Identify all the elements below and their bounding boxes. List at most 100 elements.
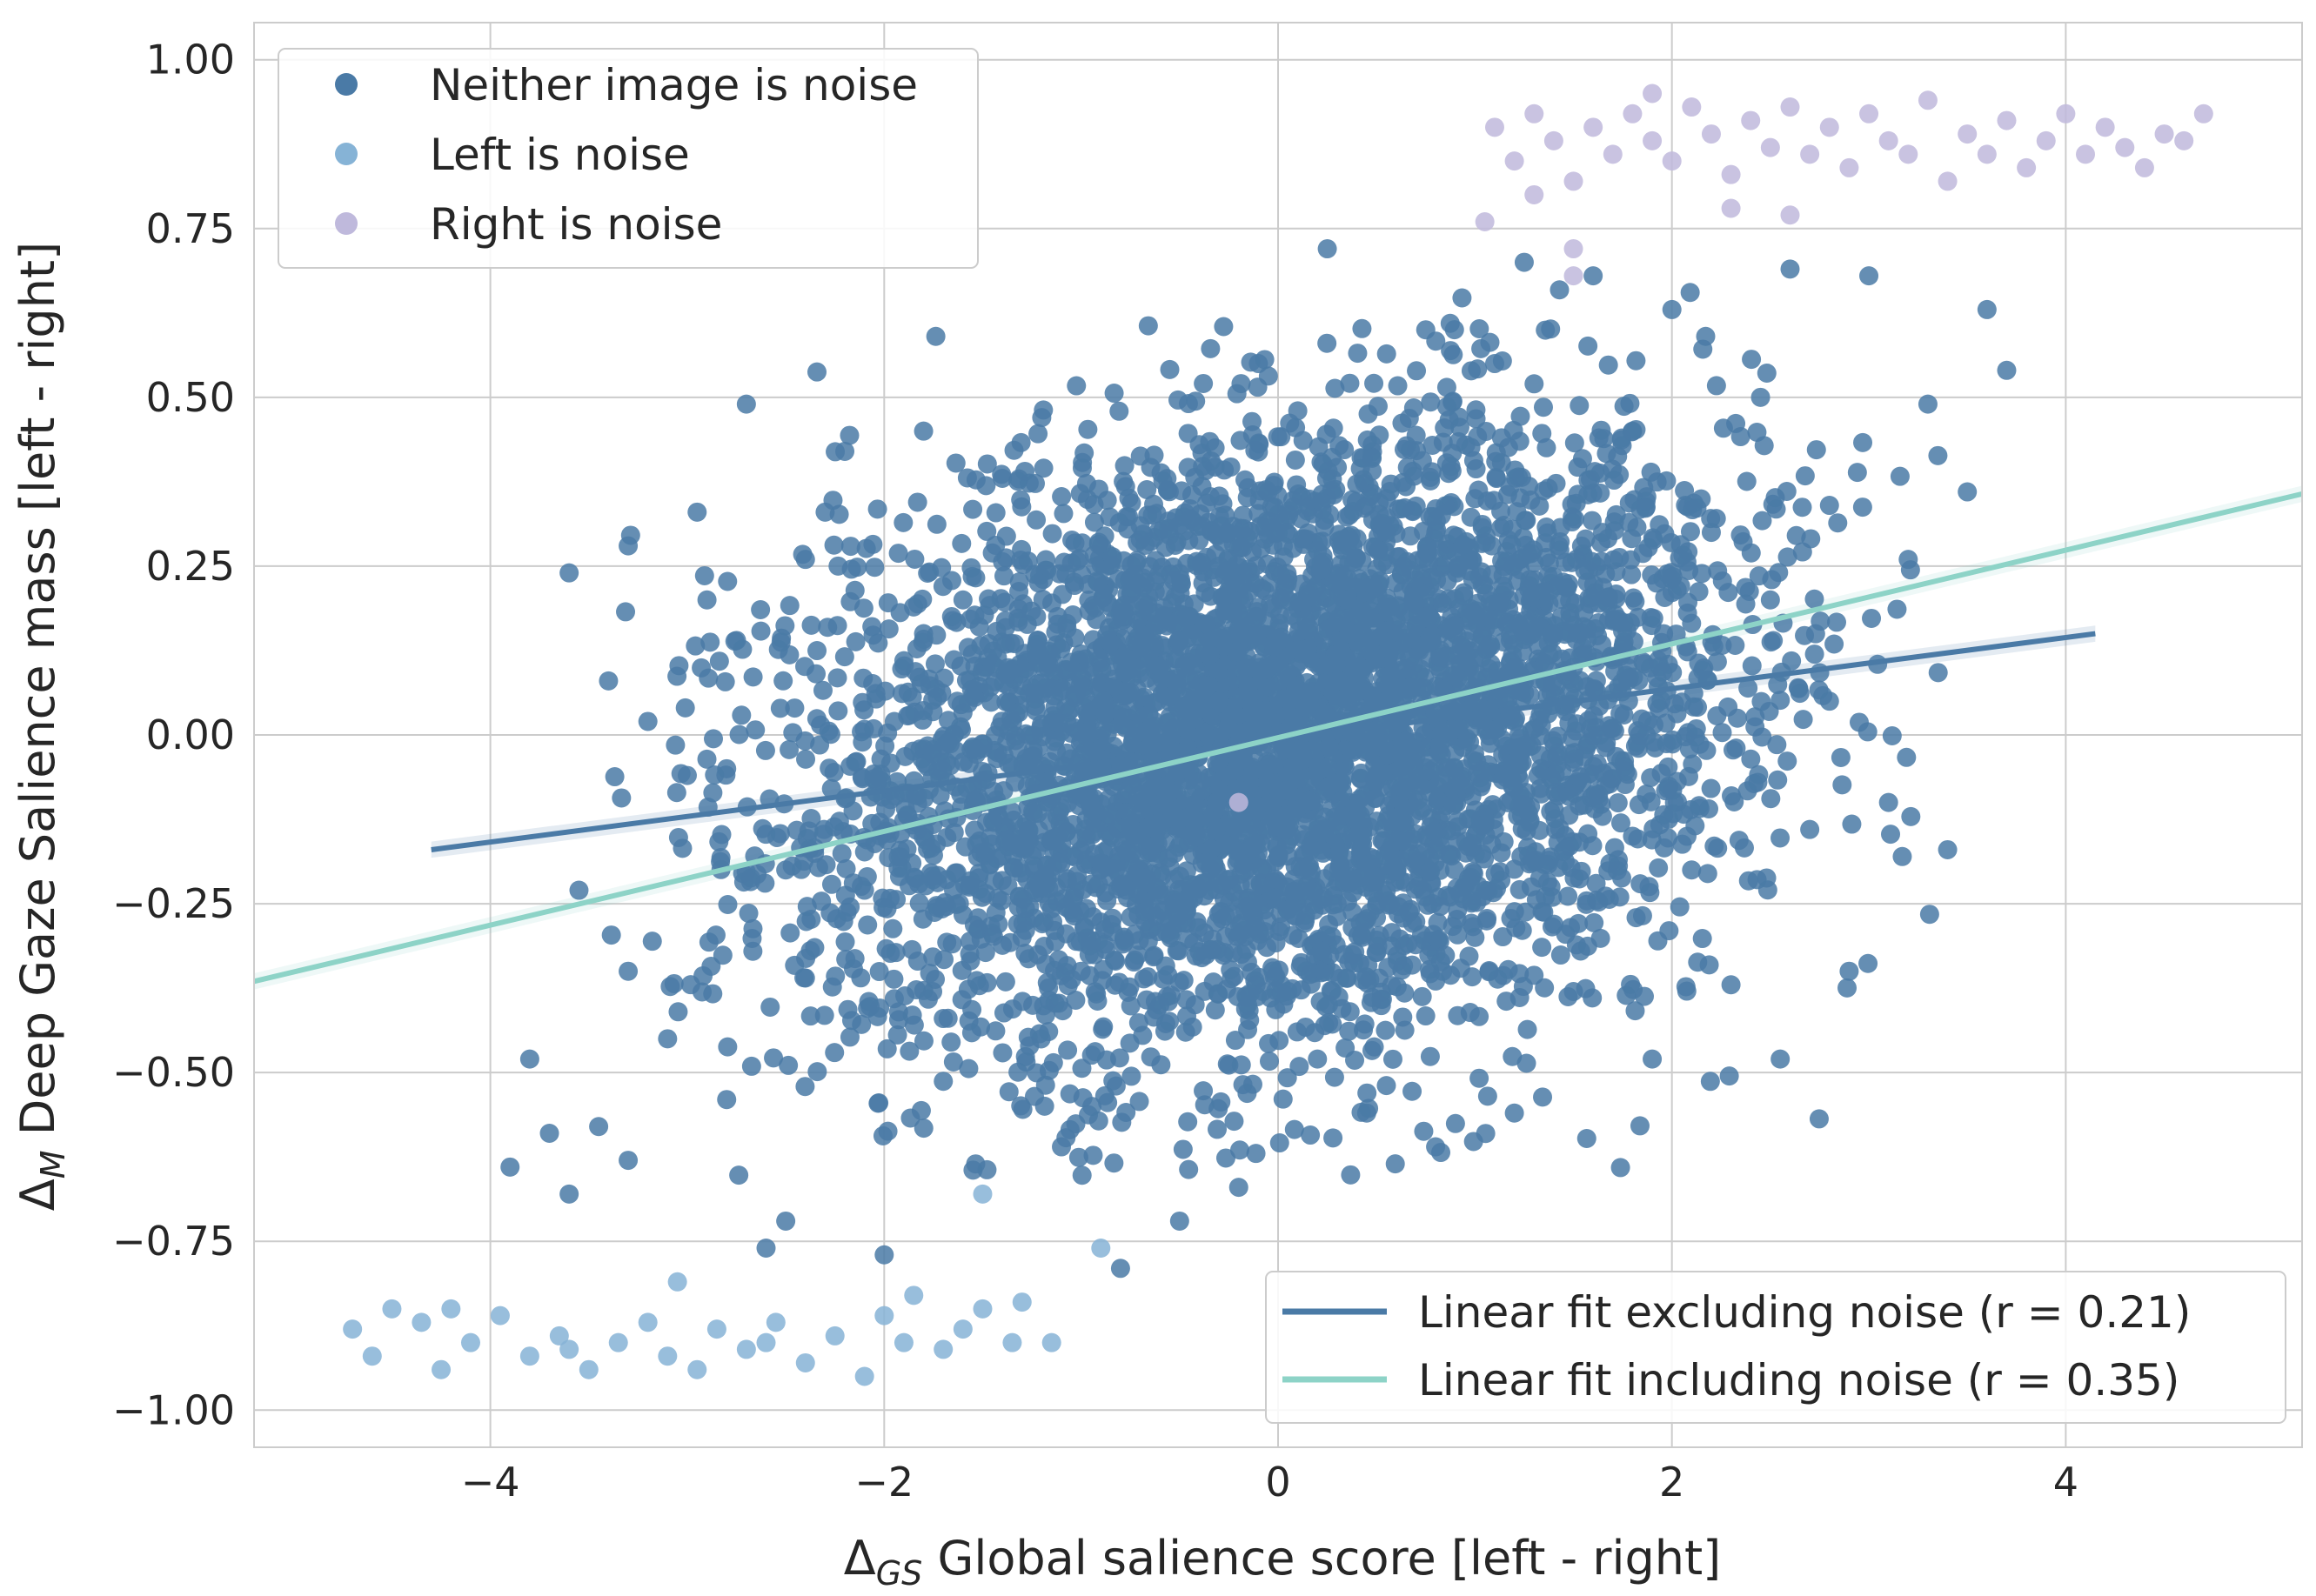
scatter-point <box>1242 425 1262 445</box>
scatter-point <box>840 537 860 557</box>
scatter-point <box>1299 623 1319 643</box>
scatter-point <box>732 705 752 725</box>
scatter-point <box>1468 359 1488 379</box>
scatter-point <box>980 596 1000 616</box>
scatter-point <box>1083 1145 1103 1165</box>
scatter-point <box>1662 563 1682 583</box>
scatter-point <box>1129 1092 1149 1112</box>
scatter-point <box>1073 880 1093 900</box>
scatter-point <box>923 947 943 967</box>
scatter-point <box>904 1015 924 1035</box>
scatter-point <box>755 873 775 893</box>
scatter-point <box>1319 914 1339 934</box>
scatter-point <box>1795 466 1815 486</box>
scatter-point <box>660 977 680 997</box>
scatter-point <box>1626 351 1646 371</box>
scatter-point <box>1362 537 1382 557</box>
scatter-point <box>1466 400 1486 420</box>
scatter-point <box>1072 1058 1092 1078</box>
scatter-point <box>1376 344 1396 364</box>
scatter-point <box>1770 828 1791 848</box>
scatter-point <box>1054 504 1074 524</box>
scatter-point <box>1549 536 1569 556</box>
scatter-point <box>1366 789 1386 809</box>
scatter-point <box>1544 799 1564 819</box>
scatter-point <box>1266 888 1286 908</box>
scatter-point <box>1534 481 1554 501</box>
scatter-point <box>1132 847 1152 867</box>
scatter-point <box>926 326 946 346</box>
scatter-point <box>1224 922 1244 942</box>
scatter-point <box>770 698 790 718</box>
scatter-point <box>986 503 1006 523</box>
scatter-point <box>1215 1148 1235 1168</box>
scatter-point <box>1385 1154 1405 1174</box>
scatter-point <box>946 453 966 473</box>
scatter-point <box>1238 676 1258 696</box>
scatter-point <box>785 698 805 718</box>
scatter-point <box>1726 413 1746 433</box>
scatter-point <box>1364 373 1384 393</box>
scatter-point <box>822 977 842 997</box>
scatter-point <box>1576 739 1596 759</box>
scatter-point <box>601 925 621 945</box>
scatter-point <box>1536 437 1556 457</box>
scatter-point <box>963 685 983 705</box>
scatter-point <box>1023 801 1043 821</box>
scatter-point <box>668 827 688 847</box>
scatter-point <box>972 887 992 907</box>
scatter-point <box>1680 283 1700 303</box>
scatter-point <box>1352 925 1372 945</box>
scatter-point <box>1201 451 1221 471</box>
scatter-point <box>1707 705 1727 725</box>
scatter-point <box>1690 798 1710 818</box>
scatter-point <box>1650 515 1670 535</box>
scatter-point <box>1685 816 1705 836</box>
scatter-point <box>1273 1089 1293 1109</box>
scatter-point <box>1104 384 1124 404</box>
scatter-point <box>1335 440 1355 460</box>
scatter-point <box>1138 316 1158 336</box>
scatter-point <box>1350 867 1370 887</box>
scatter-point <box>1809 1109 1829 1129</box>
scatter-point <box>1609 856 1629 876</box>
scatter-point <box>1749 566 1769 586</box>
scatter-point <box>1621 974 1641 994</box>
scatter-point <box>1013 1099 1033 1119</box>
scatter-point <box>1334 566 1354 586</box>
scatter-point <box>1503 1046 1523 1066</box>
scatter-point <box>1348 344 1368 364</box>
scatter-point <box>1340 373 1360 393</box>
scatter-point <box>1042 524 1062 544</box>
scatter-point <box>1296 961 1316 981</box>
scatter-point <box>1477 908 1497 928</box>
scatter-point <box>1134 706 1154 726</box>
scatter-point <box>1402 1081 1422 1101</box>
scatter-point <box>933 577 953 597</box>
scatter-point <box>1207 524 1227 544</box>
scatter-point <box>693 965 713 985</box>
scatter-point <box>801 615 821 635</box>
scatter-point <box>1677 552 1697 572</box>
scatter-point <box>1680 522 1700 542</box>
scatter-point <box>1558 886 1578 906</box>
scatter-point <box>1208 662 1228 682</box>
scatter-point <box>1315 517 1335 537</box>
scatter-point <box>898 805 918 825</box>
scatter-point <box>1560 744 1580 764</box>
scatter-point <box>962 999 982 1019</box>
scatter-point <box>1364 1037 1384 1057</box>
scatter-point <box>818 618 838 638</box>
scatter-point <box>743 667 763 687</box>
scatter-point <box>1761 789 1781 809</box>
scatter-point <box>1392 660 1412 680</box>
scatter-point <box>1214 317 1234 337</box>
scatter-point <box>1564 509 1584 529</box>
scatter-point <box>1218 870 1238 890</box>
scatter-point <box>807 641 827 661</box>
scatter-point <box>959 1058 979 1078</box>
scatter-point <box>1060 1084 1080 1104</box>
scatter-point <box>1882 725 1902 745</box>
scatter-point <box>1535 978 1555 998</box>
scatter-point <box>1752 511 1772 531</box>
